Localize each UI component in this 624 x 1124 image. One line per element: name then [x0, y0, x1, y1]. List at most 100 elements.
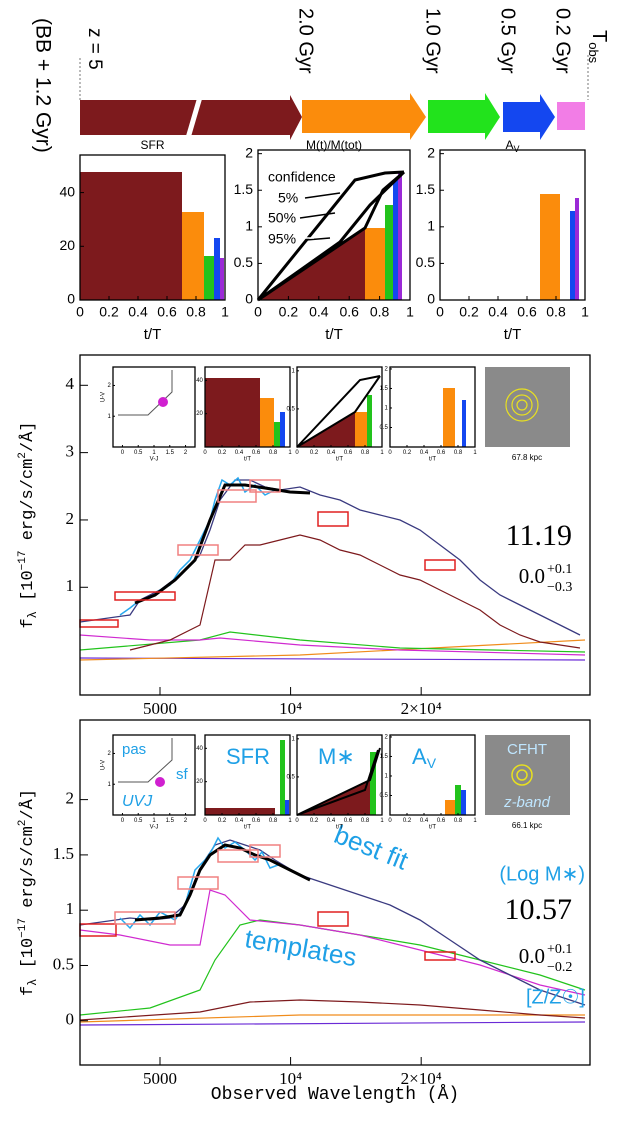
x-tick-label: 0: [76, 303, 84, 319]
contours: [505, 388, 539, 422]
inset-bar: [205, 808, 275, 815]
y-tick-label: 0.5: [416, 254, 436, 270]
annotation-arrows: [299, 192, 341, 241]
inset-x-label: t/T: [244, 825, 251, 831]
x-tick-label: 1: [152, 450, 156, 456]
x-tick-label: 2×10⁴: [401, 1069, 442, 1088]
x-tick-label: 0.4: [327, 450, 336, 456]
inset-label: UVJ: [122, 793, 153, 810]
sfr-panel-bars: [80, 172, 224, 300]
inset-x-label: t/T: [429, 825, 436, 831]
x-tick-label: 0.4: [309, 303, 329, 319]
template: [79, 631, 586, 653]
x-tick-label: 0.8: [546, 303, 566, 319]
arrow-break: [185, 96, 203, 139]
x-tick-label: 0.6: [157, 303, 177, 319]
mass-bar: [365, 228, 385, 300]
mass-value: 11.19: [506, 519, 572, 552]
x-tick-label: 0.5: [134, 818, 143, 824]
x-tick-label: 1: [288, 818, 292, 824]
inset-x-label: V-J: [150, 457, 159, 463]
y-tick-label: 0.5: [287, 406, 296, 412]
template: [79, 1021, 586, 1026]
y-tick-label: 40: [196, 746, 203, 752]
inset-x-label: t/T: [336, 825, 343, 831]
av-bar: [540, 194, 560, 300]
inset-bar: [205, 378, 260, 447]
x-axis-label: Observed Wavelength (Å): [211, 1084, 459, 1105]
inset-label-main: A: [412, 744, 427, 769]
inset-bar: [461, 790, 466, 815]
x-tick-label: 0.4: [488, 303, 508, 319]
photometry-fit: [134, 843, 311, 922]
x-tick-label: 0.8: [269, 450, 278, 456]
x-tick-label: 0: [295, 818, 299, 824]
panel-title-main: SFR: [141, 138, 165, 152]
metal-value: 0.0: [519, 944, 545, 968]
x-tick-label: 1.5: [166, 818, 175, 824]
inset-x-label: V-J: [150, 825, 159, 831]
metal-up: +0.1: [547, 562, 572, 577]
y-tick-label: 0.5: [234, 254, 254, 270]
inset-x-label: t/T: [244, 457, 251, 463]
x-tick-label: 0.8: [370, 303, 390, 319]
annotation: confidence: [268, 169, 336, 185]
y-tick-label: 2: [385, 367, 389, 373]
spectrum-1: [79, 476, 586, 661]
inset-bar: [443, 388, 455, 447]
sfr-bar: [80, 172, 182, 300]
y-tick-label: 1.5: [234, 181, 254, 197]
x-tick-label: 1: [221, 303, 229, 319]
x-tick-label: 0.6: [339, 303, 359, 319]
timeline-label: (BB + 1.2 Gyr): [31, 18, 54, 153]
mass-label: (Log M∗): [499, 863, 585, 885]
spectrum-2: [79, 836, 586, 1026]
phot-box: [424, 559, 456, 571]
x-tick-label: 0.2: [99, 303, 119, 319]
x-tick-label: 10⁴: [279, 699, 302, 718]
x-tick-label: 1.5: [166, 450, 175, 456]
av-bar: [575, 198, 579, 300]
y-axis-label-part: f: [19, 986, 38, 996]
y-axis-label-part: [10: [19, 938, 38, 979]
frame: [296, 734, 383, 816]
frame: [257, 149, 411, 301]
metal-up: +0.1: [547, 942, 572, 957]
phot-box: [424, 951, 456, 961]
y-tick-label: 0.5: [380, 793, 389, 799]
x-tick-label: 1: [473, 818, 477, 824]
x-tick-label: 0.2: [218, 450, 227, 456]
x-tick-label: 0: [121, 450, 125, 456]
timeline-label: 0.5 Gyr: [497, 8, 519, 74]
x-tick-label: 2: [184, 818, 188, 824]
inset-bar: [367, 395, 372, 447]
panel-title-main: M(t)/M(tot): [306, 138, 362, 152]
template: [79, 634, 586, 656]
y-axis-label-part: /Å]: [19, 789, 38, 820]
x-tick-label: 0.2: [218, 818, 227, 824]
panel-title: AV: [505, 138, 519, 154]
phot-box: [177, 544, 219, 556]
x-tick-label: 0: [254, 303, 262, 319]
inset-label: M∗: [318, 744, 355, 769]
frame: [79, 354, 591, 696]
x-axis-label: t/T: [325, 326, 343, 343]
x-tick-label: 0.6: [517, 303, 537, 319]
x-tick-label: 5000: [143, 699, 177, 718]
annotation: 95%: [268, 231, 296, 247]
x-tick-label: 0.4: [420, 818, 429, 824]
best-fit: [79, 839, 586, 1006]
x-tick-label: 0: [121, 818, 125, 824]
tobs-label: Tobs: [586, 30, 610, 64]
template-old: [79, 999, 586, 1021]
y-tick-label: 2: [66, 789, 75, 808]
y-axis-label-part: λ: [26, 979, 40, 986]
x-tick-label: 0: [203, 450, 207, 456]
mass-value: 10.57: [505, 893, 573, 926]
y-axis-label-part: [10: [19, 570, 38, 611]
arrow-2gyr: [302, 93, 426, 140]
mass-bar: [393, 180, 398, 300]
mass-bar: [398, 173, 402, 300]
timeline-label: z = 5: [84, 28, 105, 70]
annotation: 50%: [268, 210, 296, 226]
